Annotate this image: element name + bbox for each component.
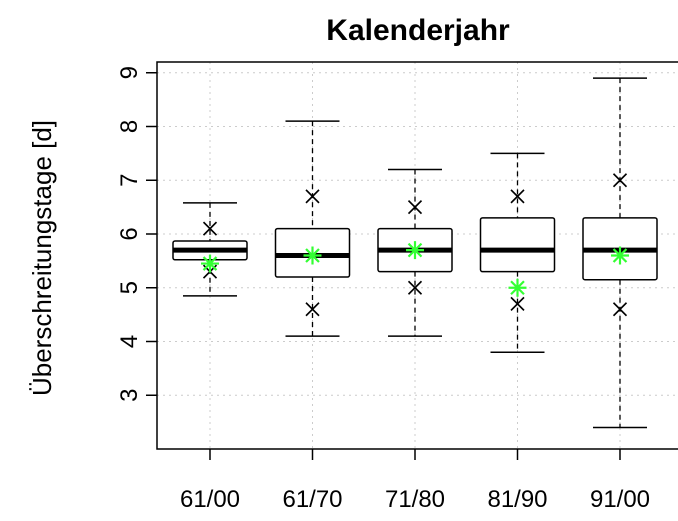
cross-marker-stroke (202, 221, 218, 236)
x-tick-label: 71/80 (385, 486, 445, 513)
mean-star-stroke (510, 280, 525, 296)
chart-title: Kalenderjahr (326, 14, 510, 47)
cross-marker-stroke (510, 189, 525, 204)
mean-star-stroke (407, 242, 423, 258)
cross-marker-stroke (305, 189, 320, 204)
cross-marker (510, 296, 525, 311)
y-tick-label: 3 (116, 389, 143, 402)
cross-marker (612, 173, 628, 188)
cross-marker (510, 189, 525, 204)
box-iqr (479, 217, 556, 273)
mean-star-marker (201, 254, 219, 273)
cross-marker-stroke (612, 302, 628, 317)
mean-star-marker (406, 241, 424, 260)
cross-marker-stroke (305, 302, 320, 317)
cross-marker (202, 221, 218, 236)
y-tick-label: 9 (116, 66, 143, 79)
mean-star-stroke (612, 248, 628, 263)
cross-marker (407, 280, 423, 295)
y-tick-label: 8 (116, 120, 143, 133)
cross-marker (612, 302, 628, 317)
x-tick-label: 81/90 (487, 486, 547, 513)
y-tick-label: 4 (116, 335, 143, 348)
cross-marker (305, 302, 320, 317)
y-tick-label: 5 (116, 281, 143, 294)
mean-star-marker (303, 246, 322, 265)
x-tick-label: 61/00 (180, 486, 240, 513)
y-tick-label: 7 (116, 174, 143, 187)
mean-star-marker (611, 246, 629, 265)
cross-marker-stroke (407, 200, 423, 215)
cross-marker-stroke (510, 296, 525, 311)
mean-star-stroke (305, 248, 320, 263)
plot-frame (156, 61, 678, 450)
cross-marker (407, 200, 423, 215)
axis-layer: 3 4 5 6 7 8 9 61/00 61/70 71/80 81/90 91/00 (116, 66, 650, 513)
x-tick-label: 91/00 (590, 486, 650, 513)
cross-marker-stroke (407, 280, 423, 295)
x-tick-label: 61/70 (282, 486, 342, 513)
marker-layer (201, 173, 629, 317)
cross-marker (305, 189, 320, 204)
y-tick-label: 6 (116, 227, 143, 240)
mean-star-marker (508, 278, 527, 297)
cross-marker-stroke (612, 173, 628, 188)
y-axis-label: Überschreitungstage [d] (27, 120, 57, 396)
mean-star-stroke (202, 256, 218, 271)
